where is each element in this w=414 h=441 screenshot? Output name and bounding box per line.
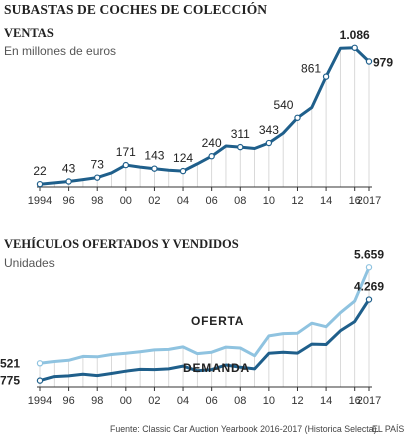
vehicles-x-tick-label: 10 bbox=[263, 395, 275, 407]
vehicles-x-tick-label: 98 bbox=[91, 395, 103, 407]
sales-x-tick-label: 96 bbox=[62, 195, 74, 207]
sales-x-tick-label: 08 bbox=[234, 195, 246, 207]
sales-chart-unit: En millones de euros bbox=[4, 44, 117, 58]
sales-chart-title: VENTAS bbox=[4, 26, 54, 40]
sales-data-point bbox=[122, 161, 130, 169]
sales-data-point bbox=[208, 153, 215, 160]
sales-data-label: 343 bbox=[259, 123, 279, 137]
vehicles-x-tick-label: 1994 bbox=[28, 395, 52, 407]
vehicles-x-tick-label: 14 bbox=[320, 395, 332, 407]
sales-data-label: 124 bbox=[173, 151, 193, 165]
sales-data-point bbox=[294, 114, 301, 121]
vehicles-data-point bbox=[365, 264, 373, 271]
vehicles-x-tick-label: 02 bbox=[148, 395, 160, 407]
sales-x-tick-label: 10 bbox=[263, 195, 275, 207]
vehicles-x-tick-label: 00 bbox=[120, 395, 132, 407]
vehicles-x-tick-label: 12 bbox=[291, 395, 303, 407]
vehicles-data-label: 775 bbox=[0, 374, 20, 388]
sales-x-tick-label: 1994 bbox=[28, 195, 52, 207]
vehicles-data-label: 4.269 bbox=[354, 280, 384, 294]
sales-x-tick-label: 2017 bbox=[357, 195, 381, 207]
sales-x-tick-label: 14 bbox=[320, 195, 332, 207]
vehicles-chart-title: VEHÍCULOS OFERTADOS Y VENDIDOS bbox=[4, 237, 239, 251]
sales-data-label: 1.086 bbox=[340, 28, 370, 42]
sales-data-point bbox=[151, 165, 158, 172]
sales-data-label: 43 bbox=[62, 161, 76, 175]
vehicles-x-tick-label: 06 bbox=[206, 395, 218, 407]
vehicles-data-point bbox=[36, 360, 44, 367]
sales-data-point bbox=[65, 178, 72, 185]
sales-data-label: 861 bbox=[301, 62, 321, 76]
sales-x-tick-label: 00 bbox=[120, 195, 132, 207]
sales-data-label: 240 bbox=[202, 136, 222, 150]
sales-x-tick-label: 16 bbox=[349, 195, 361, 207]
vehicles-x-tick-label: 08 bbox=[234, 395, 246, 407]
source-note: Fuente: Classic Car Auction Yearbook 201… bbox=[110, 424, 379, 434]
sales-data-point bbox=[237, 143, 244, 151]
sales-data-label: 22 bbox=[33, 164, 47, 178]
sales-data-label: 143 bbox=[144, 149, 164, 163]
sales-data-point bbox=[365, 58, 373, 65]
vehicles-data-point bbox=[365, 296, 373, 303]
series-label-oferta: OFERTA bbox=[191, 314, 244, 328]
sales-data-point bbox=[351, 44, 358, 51]
vehicles-series-line bbox=[38, 298, 371, 383]
vehicles-x-tick-label: 16 bbox=[349, 395, 361, 407]
vehicles-data-point bbox=[36, 377, 44, 384]
sales-data-label: 73 bbox=[91, 158, 105, 172]
sales-data-label: 979 bbox=[373, 56, 393, 70]
sales-data-label: 540 bbox=[273, 98, 293, 112]
chart-main-title: SUBASTAS DE COCHES DE COLECCIÓN bbox=[4, 2, 268, 17]
series-label-demanda: DEMANDA bbox=[183, 361, 250, 375]
sales-data-label: 171 bbox=[116, 145, 136, 159]
sales-x-tick-label: 12 bbox=[291, 195, 303, 207]
sales-data-label: 311 bbox=[231, 127, 250, 141]
vehicles-chart-unit: Unidades bbox=[4, 256, 55, 270]
sales-data-point bbox=[179, 167, 187, 175]
publisher-logo-text: EL PAÍS bbox=[372, 424, 405, 434]
vehicles-x-tick-label: 96 bbox=[62, 395, 74, 407]
sales-data-point bbox=[36, 180, 44, 188]
vehicles-x-tick-label: 2017 bbox=[357, 395, 381, 407]
sales-x-tick-label: 04 bbox=[177, 195, 189, 207]
sales-data-point bbox=[94, 174, 101, 181]
sales-x-tick-label: 02 bbox=[148, 195, 160, 207]
sales-data-point bbox=[265, 139, 273, 147]
vehicles-series-line bbox=[38, 265, 371, 365]
sales-x-tick-label: 06 bbox=[206, 195, 218, 207]
vehicles-data-label: 1.521 bbox=[0, 356, 20, 370]
vehicles-x-tick-label: 04 bbox=[177, 395, 189, 407]
vehicles-data-label: 5.659 bbox=[354, 247, 384, 261]
sales-x-tick-label: 98 bbox=[91, 195, 103, 207]
sales-data-point bbox=[322, 73, 330, 80]
